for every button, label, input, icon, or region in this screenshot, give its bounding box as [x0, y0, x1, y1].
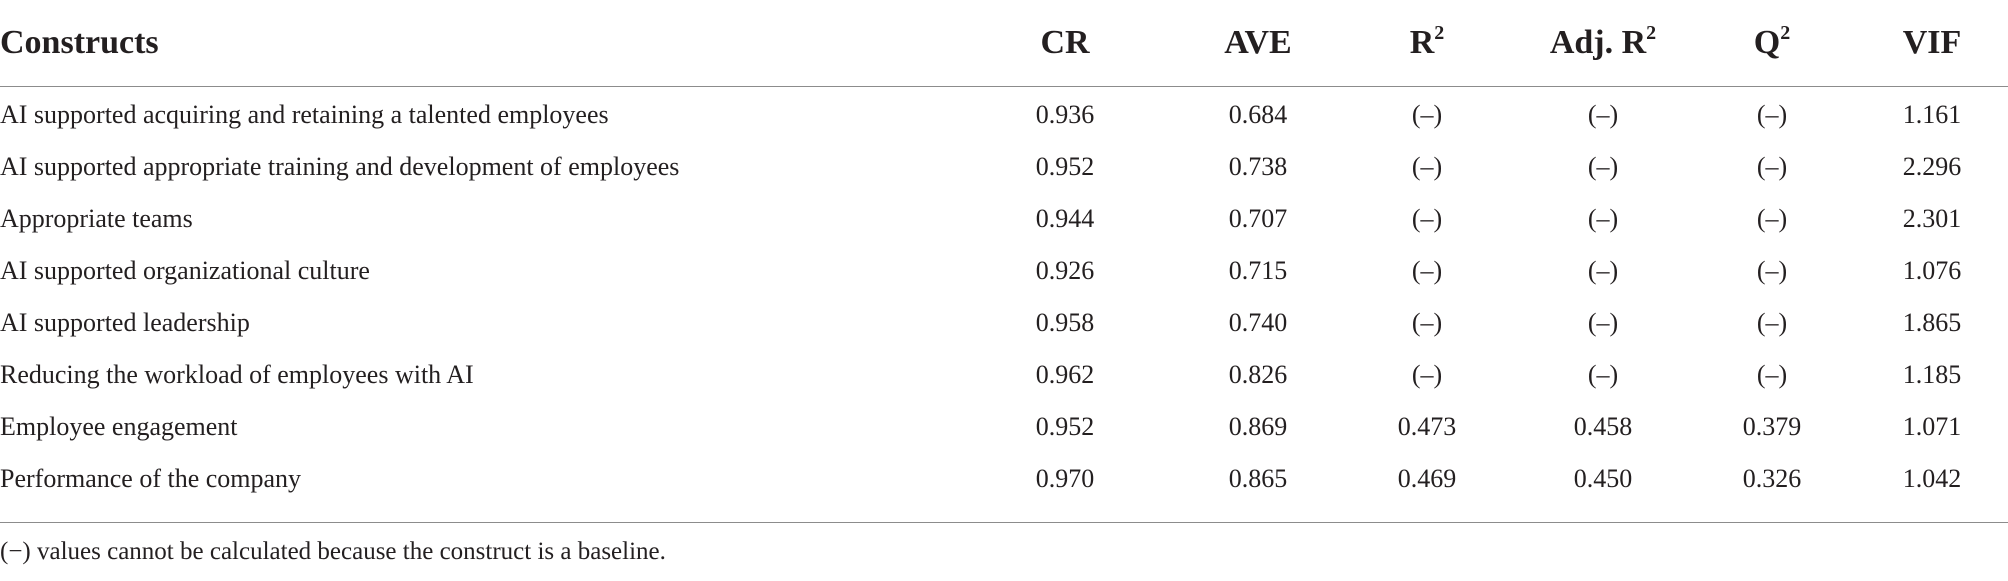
cell-construct: AI supported acquiring and retaining a t…: [0, 100, 609, 129]
cell-adj-r2: (–): [1587, 308, 1619, 337]
cell-vif: 1.071: [1902, 412, 1962, 441]
header-q2: Q2: [1688, 0, 1856, 87]
cell-q2: (–): [1756, 100, 1788, 129]
cell-r2: (–): [1411, 204, 1443, 233]
cell-q2: 0.326: [1742, 464, 1802, 493]
cell-cr: 0.952: [1035, 152, 1095, 181]
cell-vif: 2.301: [1902, 204, 1962, 233]
cell-r2: (–): [1411, 100, 1443, 129]
table-header: Constructs CR AVE R2 Adj. R2 Q2 VIF: [0, 0, 2008, 87]
table-row: AI supported acquiring and retaining a t…: [0, 87, 2008, 142]
header-q2-superscript: 2: [1780, 22, 1791, 44]
cell-r2: (–): [1411, 256, 1443, 285]
cell-construct: AI supported organizational culture: [0, 256, 370, 285]
cell-q2: (–): [1756, 152, 1788, 181]
cell-cr: 0.944: [1035, 204, 1095, 233]
cell-cr: 0.952: [1035, 412, 1095, 441]
table-bottom-rule: [0, 522, 2008, 523]
cell-cr: 0.926: [1035, 256, 1095, 285]
cell-r2: 0.473: [1397, 412, 1457, 441]
cell-cr: 0.936: [1035, 100, 1095, 129]
cell-ave: 0.707: [1228, 204, 1288, 233]
cell-ave: 0.865: [1228, 464, 1288, 493]
cell-adj-r2: (–): [1587, 152, 1619, 181]
table-row: Appropriate teams 0.944 0.707 (–) (–) (–…: [0, 193, 2008, 245]
header-r2: R2: [1336, 0, 1518, 87]
header-row: Constructs CR AVE R2 Adj. R2 Q2 VIF: [0, 0, 2008, 87]
header-adj-r2: Adj. R2: [1518, 0, 1688, 87]
header-ave: AVE: [1180, 0, 1336, 87]
cell-ave: 0.738: [1228, 152, 1288, 181]
cell-ave: 0.826: [1228, 360, 1288, 389]
cell-construct: Performance of the company: [0, 464, 302, 493]
cell-vif: 1.185: [1902, 360, 1962, 389]
cell-ave: 0.715: [1228, 256, 1288, 285]
cell-vif: 1.161: [1902, 100, 1962, 129]
cell-r2: (–): [1411, 360, 1443, 389]
header-r2-base: R: [1409, 24, 1435, 61]
construct-reliability-table: Constructs CR AVE R2 Adj. R2 Q2 VIF AI s…: [0, 0, 2008, 506]
cell-construct: Reducing the workload of employees with …: [0, 360, 474, 389]
cell-construct: Appropriate teams: [0, 204, 193, 233]
cell-q2: (–): [1756, 308, 1788, 337]
table-row: AI supported organizational culture 0.92…: [0, 245, 2008, 297]
cell-q2: 0.379: [1742, 412, 1802, 441]
table-row: Reducing the workload of employees with …: [0, 349, 2008, 401]
cell-adj-r2: (–): [1587, 204, 1619, 233]
table-footnote: (−) values cannot be calculated because …: [0, 538, 666, 565]
cell-adj-r2: (–): [1587, 360, 1619, 389]
cell-r2: (–): [1411, 308, 1443, 337]
cell-adj-r2: 0.458: [1573, 412, 1633, 441]
cell-construct: AI supported leadership: [0, 308, 250, 337]
cell-q2: (–): [1756, 256, 1788, 285]
cell-vif: 1.865: [1902, 308, 1962, 337]
cell-cr: 0.970: [1035, 464, 1095, 493]
table-row: Performance of the company 0.970 0.865 0…: [0, 453, 2008, 505]
table-body: AI supported acquiring and retaining a t…: [0, 87, 2008, 506]
header-adj-r2-superscript: 2: [1646, 22, 1657, 44]
cell-construct: Employee engagement: [0, 412, 238, 441]
cell-vif: 1.042: [1902, 464, 1962, 493]
cell-vif: 1.076: [1902, 256, 1962, 285]
cell-adj-r2: 0.450: [1573, 464, 1633, 493]
cell-construct: AI supported appropriate training and de…: [0, 152, 680, 181]
header-vif: VIF: [1856, 0, 2008, 87]
cell-ave: 0.684: [1228, 100, 1288, 129]
header-constructs: Constructs: [0, 0, 950, 87]
header-adj-r2-base: Adj. R: [1549, 24, 1647, 61]
header-q2-base: Q: [1753, 24, 1781, 61]
cell-r2: (–): [1411, 152, 1443, 181]
cell-q2: (–): [1756, 360, 1788, 389]
cell-q2: (–): [1756, 204, 1788, 233]
cell-r2: 0.469: [1397, 464, 1457, 493]
table-row: Employee engagement 0.952 0.869 0.473 0.…: [0, 401, 2008, 453]
cell-ave: 0.740: [1228, 308, 1288, 337]
cell-cr: 0.958: [1035, 308, 1095, 337]
table-row: AI supported leadership 0.958 0.740 (–) …: [0, 297, 2008, 349]
cell-ave: 0.869: [1228, 412, 1288, 441]
cell-cr: 0.962: [1035, 360, 1095, 389]
header-cr: CR: [950, 0, 1180, 87]
cell-vif: 2.296: [1902, 152, 1962, 181]
table-row: AI supported appropriate training and de…: [0, 141, 2008, 193]
header-r2-superscript: 2: [1434, 22, 1445, 44]
cell-adj-r2: (–): [1587, 256, 1619, 285]
cell-adj-r2: (–): [1587, 100, 1619, 129]
